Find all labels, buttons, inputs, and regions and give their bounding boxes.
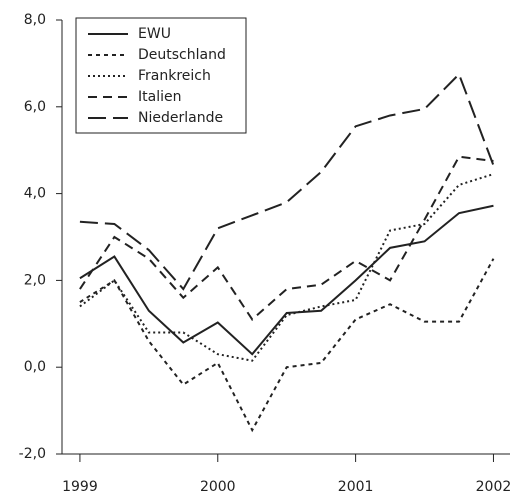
series-line [79,258,495,433]
x-tick-label: 2000 [200,479,236,495]
series-line [79,72,495,291]
y-tick-label: 0,0 [24,359,46,375]
x-tick-label: 2002 [476,479,512,495]
x-tick-label: 2001 [338,479,374,495]
legend-label: Frankreich [138,68,211,84]
legend-label: Deutschland [138,47,226,63]
y-tick-label: 4,0 [24,186,46,202]
legend-label: EWU [138,26,171,42]
y-tick-label: 6,0 [24,99,46,115]
series-line [79,204,494,356]
x-tick-label: 1999 [62,479,98,495]
series-line [79,155,494,321]
y-tick-label: 2,0 [24,272,46,288]
y-tick-label: -2,0 [19,446,46,462]
y-tick-label: 8,0 [24,12,46,28]
series-line [79,173,494,362]
legend-label: Italien [138,89,181,105]
legend-label: Niederlande [138,110,223,126]
